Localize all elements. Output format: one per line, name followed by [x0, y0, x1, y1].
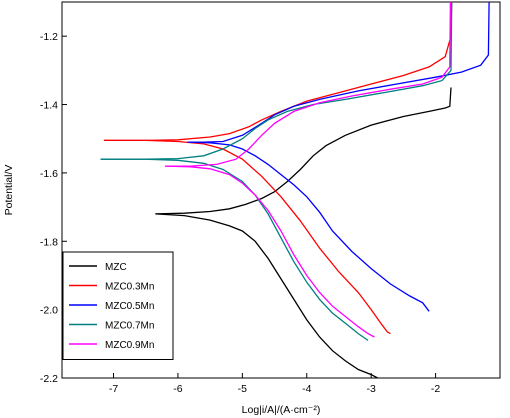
legend-label: MZC: [105, 262, 127, 273]
y-tick-label: -2.0: [40, 305, 58, 317]
series-mzc-cathodic: [155, 213, 378, 379]
y-tick-label: -1.2: [40, 31, 58, 43]
x-tick-label: -3: [367, 383, 376, 395]
series-mzc0-7mn-anodic: [100, 1, 453, 160]
series-mzc0-7mn-cathodic: [100, 158, 369, 341]
series-mzc0-9mn-cathodic: [165, 165, 375, 338]
series-mzc0-9mn-anodic: [165, 1, 452, 167]
series-mzc0-5mn-anodic: [187, 1, 490, 143]
x-tick-label: -7: [109, 383, 118, 395]
y-axis-ticks: -2.2 -2.0 -1.8 -1.6 -1.4 -1.2: [40, 31, 67, 385]
y-tick-label: -1.4: [40, 100, 58, 112]
series-mzc0-3mn-anodic: [103, 1, 453, 142]
plot-frame: [61, 1, 501, 379]
series-mzc-anodic: [155, 87, 452, 215]
legend-label: MZC0.3Mn: [105, 282, 154, 293]
x-tick-label: -5: [238, 383, 247, 395]
x-axis-title: Log|i/A|/(A·cm⁻²): [242, 404, 321, 416]
y-axis-title: Potential/V: [3, 165, 15, 216]
legend-label: MZC0.9Mn: [105, 340, 154, 351]
legend-label: MZC0.7Mn: [105, 321, 154, 332]
curves: [100, 1, 490, 379]
y-tick-label: -2.2: [40, 373, 58, 385]
x-axis-ticks: -7 -6 -5 -4 -3 -2: [109, 373, 440, 395]
x-tick-label: -6: [173, 383, 182, 395]
legend-label: MZC0.5Mn: [105, 301, 154, 312]
y-tick-label: -1.8: [40, 236, 58, 248]
series-mzc0-5mn-cathodic: [187, 141, 430, 312]
y-tick-label: -1.6: [40, 168, 58, 180]
x-tick-label: -2: [431, 383, 440, 395]
legend: MZC MZC0.3Mn MZC0.5Mn MZC0.7Mn MZC0.9Mn: [62, 251, 174, 360]
x-tick-label: -4: [302, 383, 311, 395]
plot-area: [61, 1, 501, 379]
